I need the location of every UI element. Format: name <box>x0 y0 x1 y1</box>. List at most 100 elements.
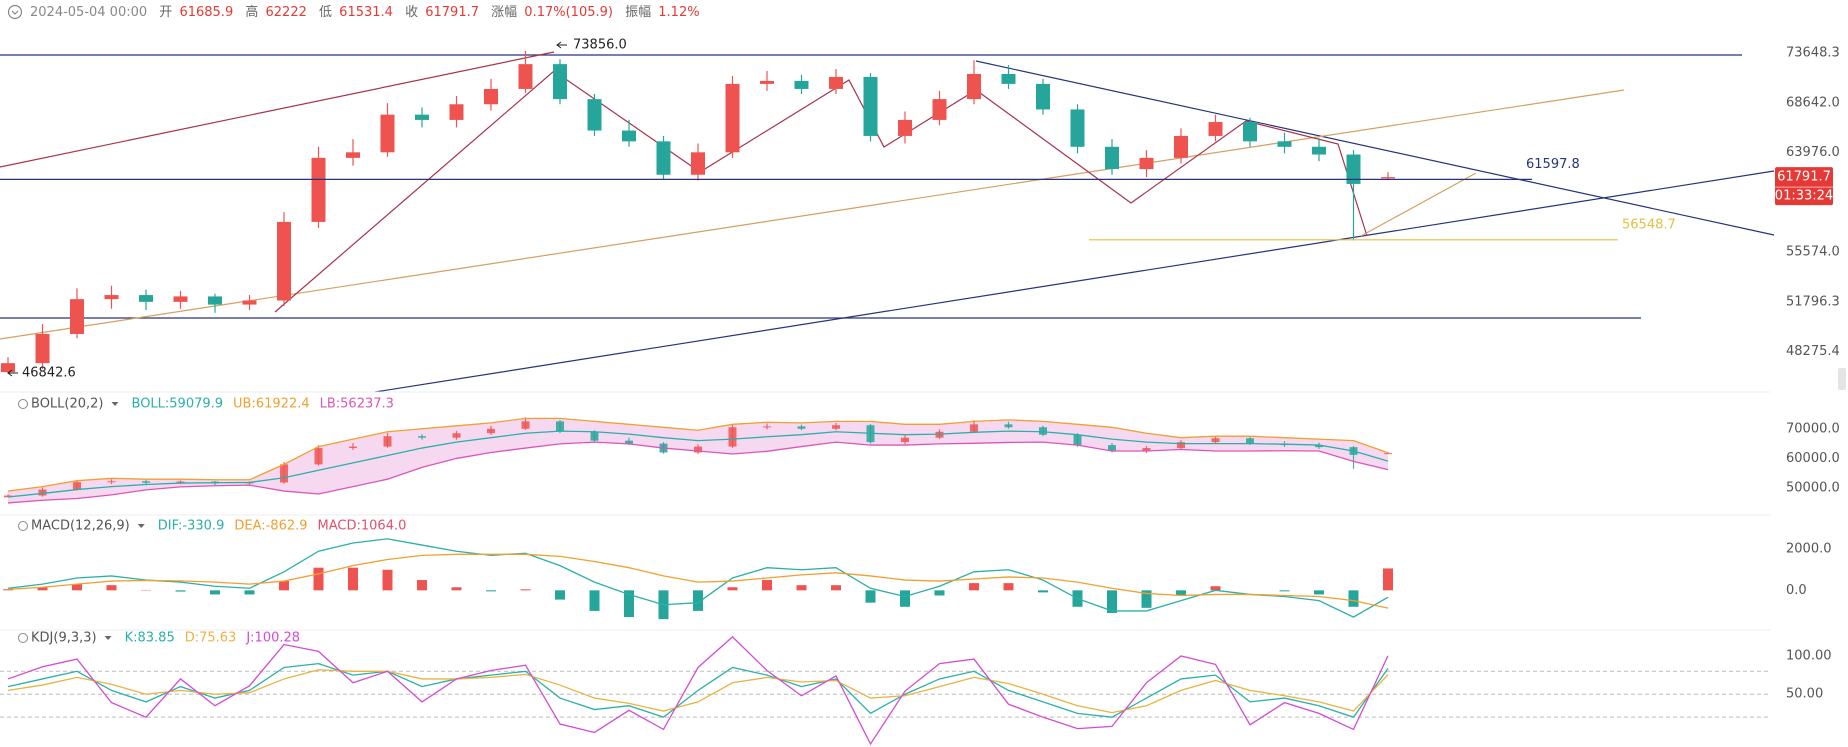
candle-body <box>1211 438 1220 443</box>
legend-entry: D:75.63 <box>185 631 237 646</box>
candle-body <box>139 295 153 302</box>
candle-body <box>970 424 978 432</box>
amplitude-value: 1.12% <box>658 5 699 20</box>
candle-body <box>829 76 843 89</box>
candle-body <box>1177 442 1185 449</box>
band-fill <box>8 418 1388 503</box>
candle-body <box>418 436 426 438</box>
candle-body <box>1039 427 1047 435</box>
side-handle[interactable] <box>1838 368 1846 390</box>
histogram-bar <box>382 569 393 591</box>
candle-body <box>1381 177 1395 179</box>
annotation-label: 61597.8 <box>1526 157 1580 172</box>
candle-body <box>349 446 357 449</box>
candle-body <box>38 489 47 496</box>
candle-body <box>728 427 737 447</box>
bell-icon <box>18 521 28 531</box>
settings-caret <box>111 402 119 406</box>
candle-body <box>484 88 498 105</box>
candle-body <box>280 464 288 483</box>
settings-button[interactable] <box>109 397 122 411</box>
candle-body <box>452 433 461 438</box>
date: 2024-05-04 00:00 <box>30 5 147 20</box>
candle-body <box>1108 445 1116 452</box>
y-tick-label: 60000.0 <box>1786 451 1840 466</box>
legend-entry: BOLL:59079.9 <box>132 397 224 412</box>
indicator-title: MACD(12,26,9) <box>31 519 130 534</box>
histogram-bar <box>520 589 531 591</box>
y-tick-label: 70000.0 <box>1786 421 1840 436</box>
candle-body <box>1036 83 1050 110</box>
legend-entry: LB:56237.3 <box>320 397 394 412</box>
extreme-arrow <box>7 369 18 377</box>
histogram-bar <box>589 590 600 611</box>
candle-body <box>760 80 774 84</box>
trend-line <box>374 170 1775 393</box>
legend-entry: J:100.28 <box>245 631 300 646</box>
candle-body <box>1315 445 1323 448</box>
candle-body <box>104 295 119 300</box>
histogram-bar <box>348 567 358 591</box>
histogram-bar <box>796 585 807 591</box>
indicator-line <box>7 635 1389 746</box>
candle-body <box>1384 453 1392 455</box>
candle-body <box>487 428 495 434</box>
y-tick-label: 100.00 <box>1786 649 1832 664</box>
candle-body <box>1277 141 1292 147</box>
candle-body <box>1142 448 1151 452</box>
histogram-bar <box>417 580 427 591</box>
histogram-bar <box>555 590 565 600</box>
candle-body <box>691 152 705 175</box>
histogram-bar <box>1141 590 1152 608</box>
candle-body <box>173 296 188 302</box>
histogram-bar <box>1176 590 1186 596</box>
collapse-icon[interactable] <box>7 4 23 20</box>
indicator-line <box>7 538 1389 618</box>
candle-body <box>311 157 326 222</box>
histogram-bar <box>106 585 117 591</box>
histogram-bar <box>1038 590 1048 593</box>
candle-body <box>242 300 257 305</box>
y-tick-label: 73648.3 <box>1786 46 1840 61</box>
y-tick-label: 50.00 <box>1786 687 1823 702</box>
candle-body <box>967 73 981 100</box>
high-value: 62222 <box>266 5 307 20</box>
indicator-line <box>7 669 1389 714</box>
settings-button[interactable] <box>102 631 115 645</box>
histogram-bar <box>3 589 13 591</box>
histogram-bar <box>244 590 255 595</box>
candle-body <box>449 104 464 120</box>
histogram-bar <box>693 590 703 611</box>
y-tick-label: 48275.4 <box>1786 344 1840 359</box>
candle-body <box>1346 154 1361 184</box>
header: 2024-05-04 00:00 开 61685.9 高 62222 低 615… <box>7 4 700 20</box>
candle-body <box>797 426 806 429</box>
legend-entry: DIF:-330.9 <box>158 519 225 534</box>
candle-body <box>1070 109 1085 147</box>
histogram-bar <box>175 590 186 592</box>
change-value: 0.17%(105.9) <box>524 5 613 20</box>
countdown: 01:33:24 <box>1775 189 1833 204</box>
candle-body <box>656 141 671 175</box>
candle-body <box>142 481 150 483</box>
annotation-label: 46842.6 <box>22 365 76 380</box>
indicator-title: KDJ(9,3,3) <box>31 631 97 646</box>
candle-body <box>863 76 878 136</box>
settings-button[interactable] <box>135 519 148 533</box>
candle-body <box>346 152 360 158</box>
candle-body <box>1208 122 1223 136</box>
y-tick-label: 51796.3 <box>1786 294 1840 309</box>
annotation-label: 56548.7 <box>1622 217 1676 232</box>
candle-body <box>1139 157 1154 170</box>
drawings <box>0 51 1775 393</box>
candle-body <box>1 363 15 373</box>
candle-body <box>277 221 291 301</box>
trend-line <box>0 89 1625 340</box>
candle-body <box>208 296 222 305</box>
high-label: 高 <box>245 4 258 20</box>
ohlc-header: 2024-05-04 00:00 开 61685.9 高 62222 低 615… <box>30 4 700 20</box>
candle-body <box>35 333 50 364</box>
histogram-bar <box>279 581 289 591</box>
